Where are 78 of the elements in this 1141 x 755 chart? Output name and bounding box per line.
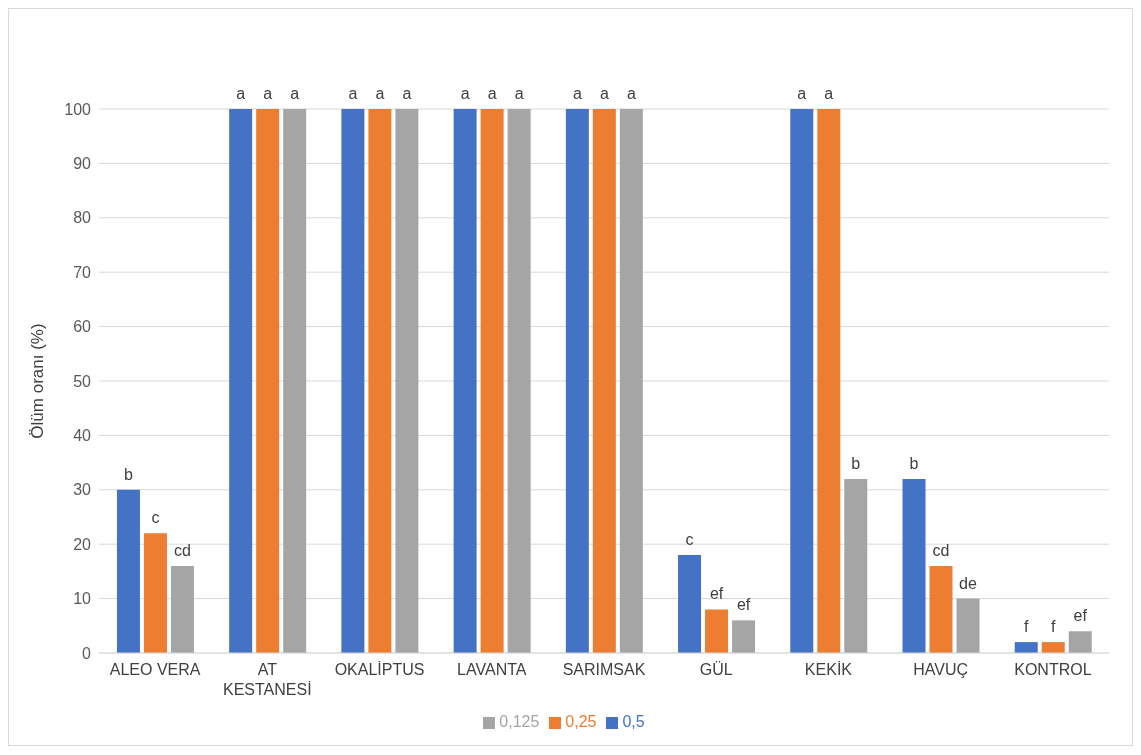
y-tick-label: 100 xyxy=(64,100,92,118)
bar xyxy=(678,555,702,653)
bar xyxy=(1068,631,1092,653)
bar xyxy=(790,109,814,653)
data-label: a xyxy=(263,85,273,102)
x-tick-label: LAVANTA xyxy=(457,661,527,678)
y-tick-label: 30 xyxy=(73,481,92,499)
x-tick-label: AT KESTANESİ xyxy=(223,661,312,698)
bar xyxy=(143,533,167,653)
x-tick-label: OKALİPTUS xyxy=(334,660,425,678)
data-label: a xyxy=(290,85,300,102)
bar xyxy=(732,620,756,653)
data-label: a xyxy=(824,85,834,102)
bar xyxy=(1014,642,1038,653)
y-tick-label: 70 xyxy=(73,263,92,281)
data-label: ef xyxy=(736,596,751,614)
data-label: f xyxy=(1051,618,1057,636)
legend-label: 0,5 xyxy=(622,713,645,730)
y-tick-label: 80 xyxy=(73,209,92,227)
data-label: c xyxy=(685,531,694,549)
x-tick-label: KEKİK xyxy=(804,660,853,678)
bar xyxy=(817,109,841,653)
bar xyxy=(507,109,531,653)
bar xyxy=(368,109,392,653)
bar xyxy=(1041,642,1065,653)
y-tick-label: 90 xyxy=(73,155,92,173)
legend-label: 0,125 xyxy=(499,713,540,730)
y-tick-label: 40 xyxy=(73,427,92,445)
x-tick-label: SARIMSAK xyxy=(562,661,646,678)
data-label: a xyxy=(599,85,609,102)
legend-label: 0,25 xyxy=(565,713,597,730)
bar xyxy=(453,109,477,653)
y-tick-label: 0 xyxy=(82,644,92,662)
x-tick-label: HAVUÇ xyxy=(913,661,969,678)
data-label: b xyxy=(124,465,133,483)
bar xyxy=(283,109,307,653)
bar xyxy=(705,609,729,653)
bar xyxy=(619,109,643,653)
data-label: a xyxy=(375,85,385,102)
y-axis-title: Ölüm oranı (%) xyxy=(28,323,48,439)
bar xyxy=(229,109,253,653)
bar xyxy=(592,109,616,653)
data-label: de xyxy=(959,574,978,592)
data-label: a xyxy=(626,85,636,102)
data-label: ef xyxy=(709,585,724,603)
bar xyxy=(929,565,953,653)
y-tick-label: 50 xyxy=(73,372,92,390)
bar xyxy=(902,478,926,653)
data-label: a xyxy=(487,85,497,102)
data-label: a xyxy=(348,85,358,102)
bar xyxy=(480,109,504,653)
data-label: ef xyxy=(1073,607,1088,625)
x-tick-label: GÜL xyxy=(699,661,733,678)
data-label: cd xyxy=(174,541,191,559)
data-label: b xyxy=(909,454,919,472)
data-label: a xyxy=(236,85,246,102)
data-label: a xyxy=(460,85,470,102)
x-tick-label: ALEO VERA xyxy=(109,661,201,678)
bar xyxy=(565,109,589,653)
bar xyxy=(341,109,365,653)
data-label: c xyxy=(151,509,160,527)
y-tick-label: 10 xyxy=(73,590,92,608)
data-label: a xyxy=(514,85,524,102)
bar xyxy=(844,478,868,653)
data-label: a xyxy=(572,85,582,102)
bar xyxy=(956,598,980,653)
y-tick-label: 60 xyxy=(73,318,92,336)
bar xyxy=(395,109,419,653)
bar xyxy=(170,565,194,653)
x-tick-label: KONTROL xyxy=(1014,661,1092,678)
data-label: b xyxy=(851,454,861,472)
bar xyxy=(256,109,280,653)
data-label: f xyxy=(1024,618,1030,636)
data-label: cd xyxy=(932,541,950,559)
bar xyxy=(116,489,140,653)
data-label: a xyxy=(402,85,412,102)
data-label: a xyxy=(797,85,807,102)
y-tick-label: 20 xyxy=(73,535,92,553)
